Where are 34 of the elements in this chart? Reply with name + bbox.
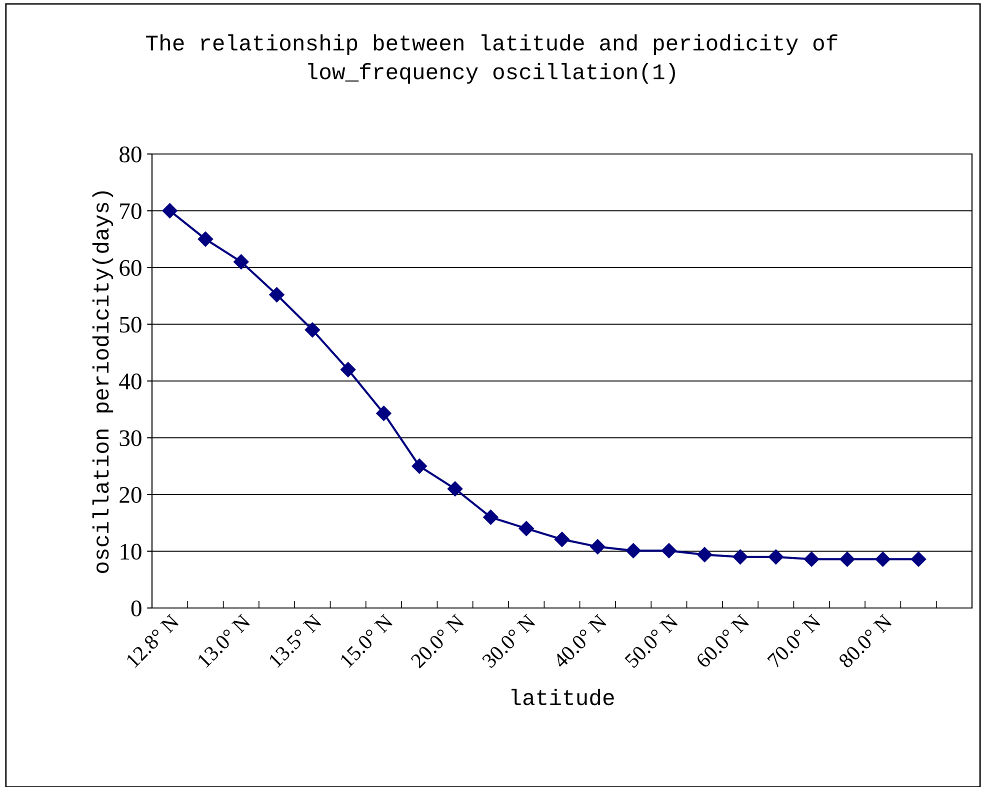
y-tick-label: 50 [120, 316, 142, 333]
point [554, 532, 570, 547]
point [483, 510, 498, 525]
point [304, 322, 320, 338]
point [875, 552, 890, 567]
point [447, 481, 463, 496]
point [804, 552, 820, 567]
y-axis-title: oscillation periodicity(days) [92, 191, 114, 573]
y-tick-label: 70 [120, 203, 142, 220]
point [412, 458, 427, 474]
point [768, 549, 784, 564]
point [518, 520, 534, 536]
point [910, 552, 926, 567]
point [198, 232, 214, 247]
point [590, 539, 606, 554]
y-tick-label: 20 [120, 486, 142, 503]
chart-title: The relationship between latitude and periodicity of low_frequency oscillation(1) [146, 34, 838, 84]
y-tick-label: 60 [120, 260, 142, 276]
x-axis-title: latitude [512, 688, 614, 706]
point [340, 362, 356, 378]
point [626, 543, 641, 558]
point [162, 203, 178, 218]
point [376, 406, 392, 421]
y-tick-label: 80 [120, 146, 142, 162]
point [840, 552, 855, 567]
y-tick-label: 10 [120, 544, 142, 560]
y-tick-label: 0 [131, 600, 142, 616]
y-tick-label: 30 [120, 430, 142, 446]
point [732, 549, 748, 564]
y-tick-label: 40 [119, 373, 142, 390]
point [234, 254, 249, 270]
point [269, 287, 284, 302]
point [697, 547, 712, 562]
point [661, 543, 677, 558]
